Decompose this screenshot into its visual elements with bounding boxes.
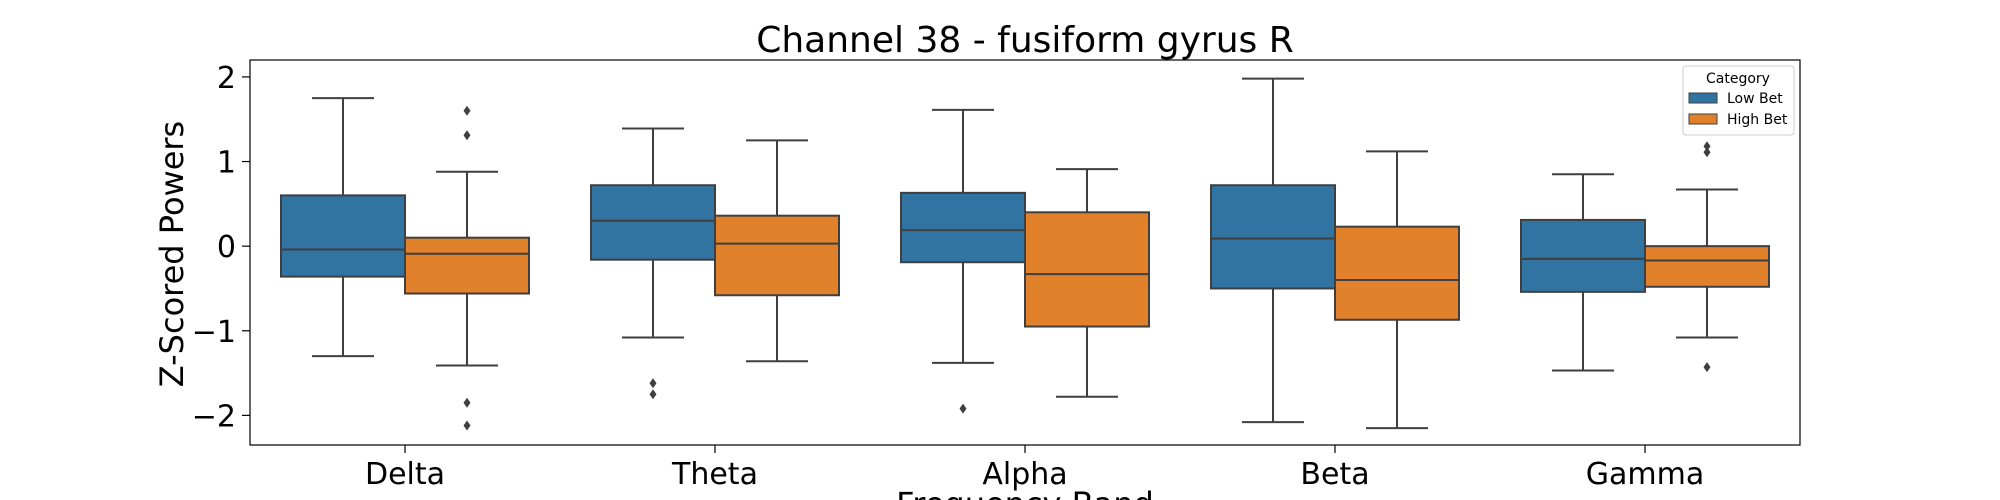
box-low-bet-beta bbox=[1210, 184, 1336, 290]
y-tick-label: 0 bbox=[217, 230, 236, 265]
y-tick-label: 1 bbox=[217, 146, 236, 181]
outlier-high-bet-delta bbox=[463, 420, 471, 431]
outlier-low-bet-theta bbox=[649, 378, 657, 389]
plot-area-group: −2 −1 0 1 2 Delta Theta Alpha Beta Gamma bbox=[192, 59, 1801, 492]
legend-swatch-high-bet bbox=[1688, 113, 1718, 125]
chart-title: Channel 38 - fusiform gyrus R bbox=[756, 20, 1294, 61]
box-low-bet-gamma bbox=[1520, 218, 1646, 293]
x-tick-label: Delta bbox=[365, 457, 445, 492]
outlier-high-bet-delta bbox=[463, 397, 471, 408]
legend-label-high-bet: High Bet bbox=[1727, 112, 1788, 128]
box-high-bet-beta bbox=[1334, 225, 1460, 321]
y-axis-label: Z-Scored Powers bbox=[153, 121, 191, 387]
x-axis-label: Frequency Band bbox=[896, 485, 1154, 500]
outlier-high-bet-gamma bbox=[1703, 362, 1711, 373]
legend-swatch-low-bet bbox=[1688, 92, 1718, 104]
legend-title: Category bbox=[1706, 71, 1770, 87]
outlier-high-bet-gamma bbox=[1703, 141, 1711, 152]
box-low-bet-theta bbox=[590, 184, 716, 261]
box-high-bet-theta bbox=[714, 214, 840, 297]
box-low-bet-delta bbox=[280, 194, 406, 278]
x-tick-label: Gamma bbox=[1586, 457, 1704, 492]
box-low-bet-alpha bbox=[900, 191, 1026, 264]
x-tick-label: Theta bbox=[671, 457, 758, 492]
outlier-high-bet-delta bbox=[463, 105, 471, 116]
outlier-high-bet-delta bbox=[463, 130, 471, 141]
legend: Category Low Bet High Bet bbox=[1682, 65, 1795, 136]
box-high-bet-delta bbox=[404, 236, 530, 295]
legend-label-low-bet: Low Bet bbox=[1727, 91, 1783, 107]
outlier-high-bet-gamma bbox=[1703, 147, 1711, 158]
y-tick-label: 2 bbox=[217, 61, 236, 96]
box-high-bet-gamma bbox=[1644, 245, 1770, 288]
y-tick-label: −2 bbox=[192, 399, 236, 434]
box-high-bet-alpha bbox=[1024, 211, 1150, 328]
outlier-low-bet-theta bbox=[649, 389, 657, 400]
y-tick-label: −1 bbox=[192, 315, 236, 350]
outlier-low-bet-alpha bbox=[959, 403, 967, 414]
x-tick-label: Beta bbox=[1300, 457, 1369, 492]
x-tick-label: Alpha bbox=[982, 457, 1067, 492]
